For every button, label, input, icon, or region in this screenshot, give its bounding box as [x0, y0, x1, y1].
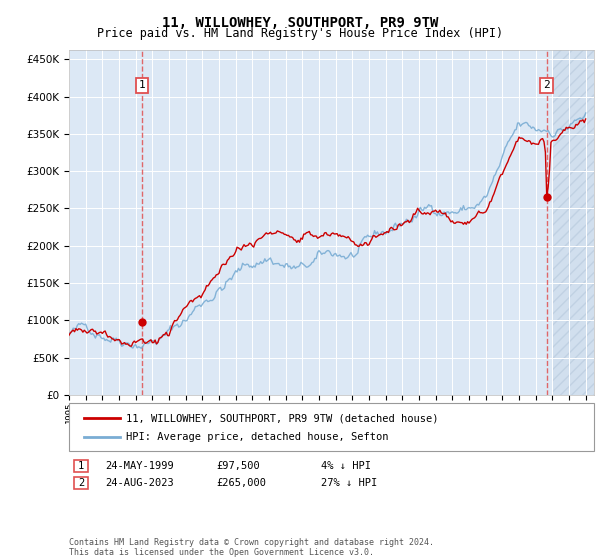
Text: £97,500: £97,500	[216, 461, 260, 471]
Text: 11, WILLOWHEY, SOUTHPORT, PR9 9TW: 11, WILLOWHEY, SOUTHPORT, PR9 9TW	[162, 16, 438, 30]
Text: HPI: Average price, detached house, Sefton: HPI: Average price, detached house, Seft…	[126, 432, 389, 442]
Text: £265,000: £265,000	[216, 478, 266, 488]
Text: 1: 1	[139, 81, 146, 90]
Text: 27% ↓ HPI: 27% ↓ HPI	[321, 478, 377, 488]
Text: 11, WILLOWHEY, SOUTHPORT, PR9 9TW (detached house): 11, WILLOWHEY, SOUTHPORT, PR9 9TW (detac…	[126, 413, 439, 423]
Text: 4% ↓ HPI: 4% ↓ HPI	[321, 461, 371, 471]
Text: 2: 2	[78, 478, 84, 488]
Text: Price paid vs. HM Land Registry's House Price Index (HPI): Price paid vs. HM Land Registry's House …	[97, 27, 503, 40]
Bar	[553, 50, 594, 395]
Text: 1: 1	[78, 461, 84, 471]
Text: 24-AUG-2023: 24-AUG-2023	[105, 478, 174, 488]
Text: 24-MAY-1999: 24-MAY-1999	[105, 461, 174, 471]
Text: 2: 2	[543, 81, 550, 90]
Text: Contains HM Land Registry data © Crown copyright and database right 2024.
This d: Contains HM Land Registry data © Crown c…	[69, 538, 434, 557]
